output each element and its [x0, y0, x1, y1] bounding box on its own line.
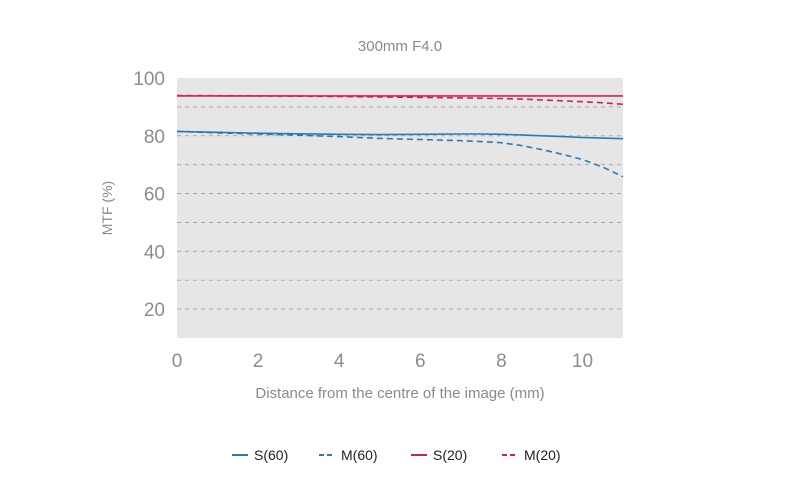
y-axis-label: MTF (%)	[99, 181, 115, 235]
plot-area	[177, 78, 623, 338]
chart-title: 300mm F4.0	[358, 38, 442, 55]
y-tick-label: 40	[144, 242, 165, 263]
legend-label-m-20: M(20)	[524, 447, 561, 463]
x-tick-label: 2	[253, 351, 264, 372]
y-tick-label: 20	[144, 300, 165, 321]
x-tick-label: 4	[334, 351, 345, 372]
x-tick-label: 8	[496, 351, 507, 372]
series-line-m-20	[176, 94, 624, 106]
legend: S(60) M(60) S(20) M(20)	[232, 447, 561, 463]
legend-label-m-60: M(60)	[341, 447, 378, 463]
series-line-m-60	[176, 130, 624, 178]
x-tick-label: 6	[415, 351, 426, 372]
series-lines	[176, 94, 624, 178]
legend-label-s-60: S(60)	[254, 447, 288, 463]
x-tick-label: 0	[172, 351, 183, 372]
y-axis-ticks: 20 40 60 80 100	[133, 69, 165, 321]
series-line-s-60	[176, 130, 624, 140]
x-tick-label: 10	[572, 351, 593, 372]
x-axis-ticks: 0 2 4 6 8 10	[172, 351, 593, 372]
x-axis-label: Distance from the centre of the image (m…	[255, 385, 544, 402]
y-tick-label: 60	[144, 185, 165, 206]
y-tick-label: 100	[133, 69, 165, 90]
y-tick-label: 80	[144, 127, 165, 148]
legend-label-s-20: S(20)	[433, 447, 467, 463]
